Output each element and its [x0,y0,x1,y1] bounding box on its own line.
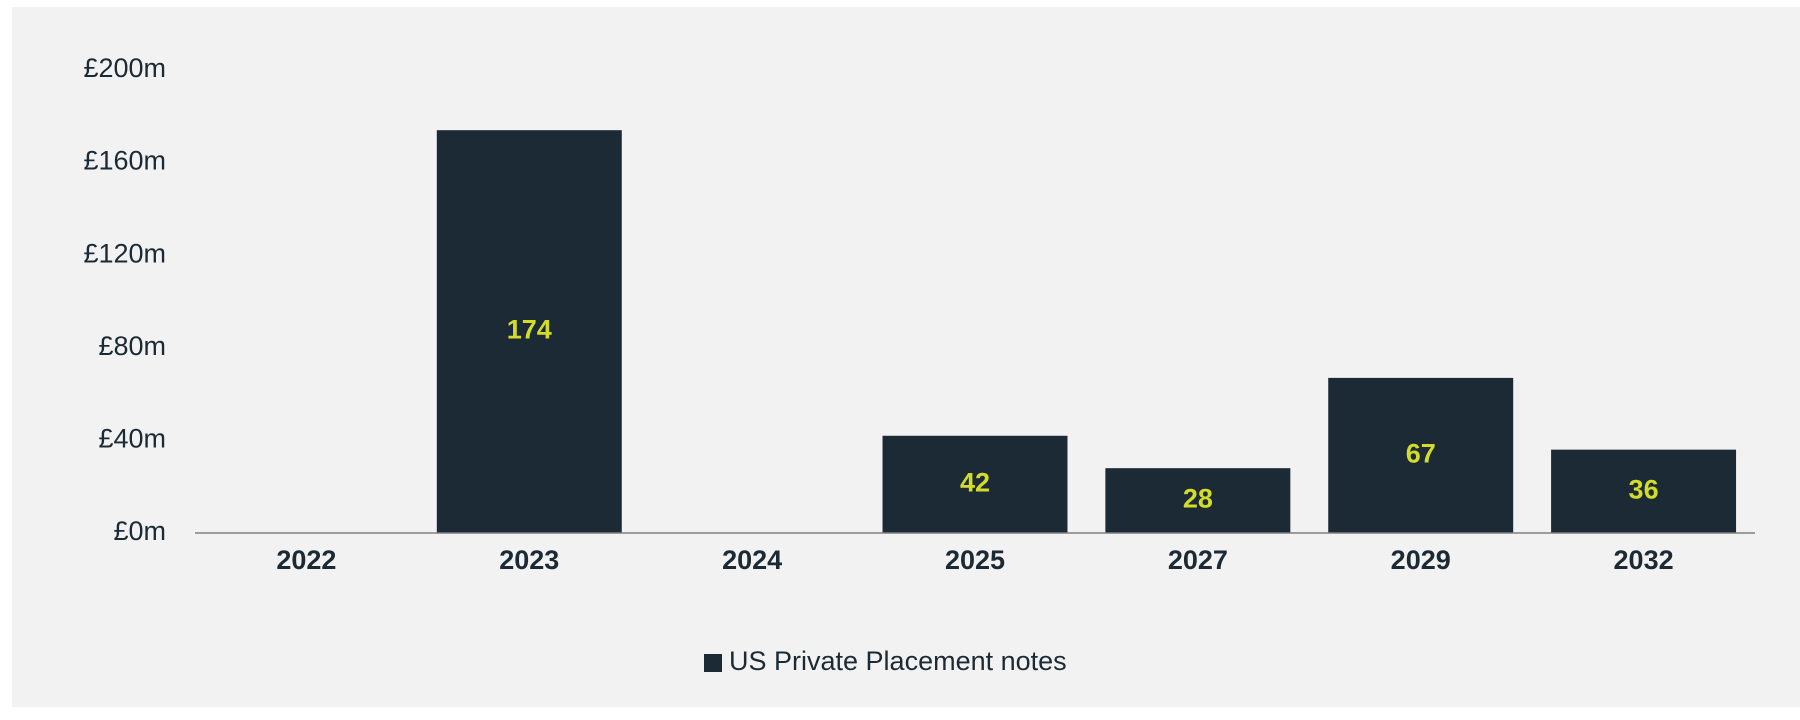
x-tick-label: 2027 [1168,545,1228,575]
bar [1328,377,1514,533]
x-tick-label: 2023 [499,545,559,575]
y-tick-label: £0m [113,516,166,546]
data-label: 67 [1406,439,1436,469]
y-tick-label: £160m [83,146,166,176]
y-tick-label: £40m [98,424,166,454]
data-label: 36 [1629,474,1659,504]
x-tick-label: 2024 [722,545,782,575]
data-label: 174 [507,315,552,345]
bar [436,130,622,533]
x-tick-label: 2032 [1614,545,1674,575]
x-tick-label: 2029 [1391,545,1451,575]
y-tick-label: £80m [98,331,166,361]
data-label: 42 [960,468,990,498]
x-tick-label: 2025 [945,545,1005,575]
bar [1105,468,1291,533]
bar [1551,449,1737,533]
chart-background [12,7,1800,707]
data-label: 28 [1183,484,1213,514]
x-tick-label: 2022 [276,545,336,575]
legend-swatch [704,654,722,672]
legend-label: US Private Placement notes [729,646,1067,676]
y-tick-label: £200m [83,53,166,83]
y-tick-label: £120m [83,238,166,268]
bar [882,435,1068,533]
